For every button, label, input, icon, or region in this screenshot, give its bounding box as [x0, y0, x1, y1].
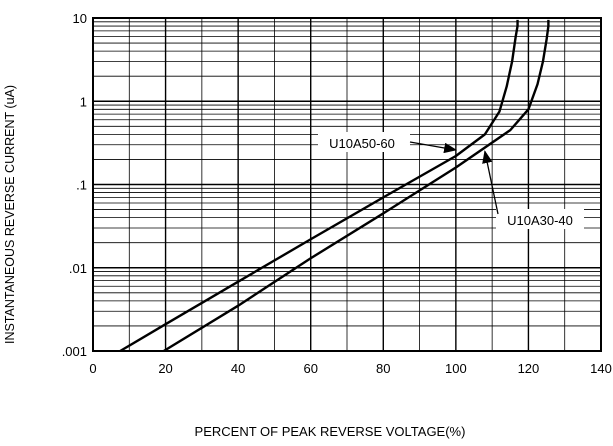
x-tick-label: 60 — [303, 361, 317, 376]
x-tick-label: 0 — [89, 361, 96, 376]
annotation-label: U10A50-60 — [329, 136, 395, 151]
annotation-bg — [496, 209, 584, 229]
x-tick-label: 140 — [590, 361, 612, 376]
series-line — [163, 19, 550, 353]
annotations: U10A50-60 U10A30-40 — [318, 132, 584, 229]
y-tick-labels: .001 .01 .1 1 10 — [62, 11, 87, 359]
y-axis-label: INSTANTANEOUS REVERSE CURRENT (uA) — [3, 85, 17, 344]
plot-frame — [92, 17, 602, 352]
y-tick-label: .01 — [69, 261, 87, 276]
x-tick-label: 100 — [445, 361, 467, 376]
series-line — [119, 19, 519, 353]
x-tick-label: 80 — [376, 361, 390, 376]
x-axis-label: PERCENT OF PEAK REVERSE VOLTAGE(%) — [195, 424, 466, 439]
annotation-arrow — [409, 141, 458, 154]
y-tick-label: .1 — [76, 178, 87, 193]
series-lines — [119, 19, 550, 353]
x-tick-label: 120 — [518, 361, 540, 376]
y-tick-label: .001 — [62, 344, 87, 359]
x-tick-label: 20 — [158, 361, 172, 376]
y-tick-label: 10 — [73, 11, 87, 26]
annotation-bg — [318, 132, 410, 152]
y-tick-label: 1 — [80, 94, 87, 109]
x-tick-labels: 0 20 40 60 80 100 120 140 — [89, 361, 611, 376]
annotation-arrow — [482, 150, 499, 215]
x-tick-label: 40 — [231, 361, 245, 376]
chart-grid — [93, 18, 601, 351]
annotation-label: U10A30-40 — [507, 213, 573, 228]
